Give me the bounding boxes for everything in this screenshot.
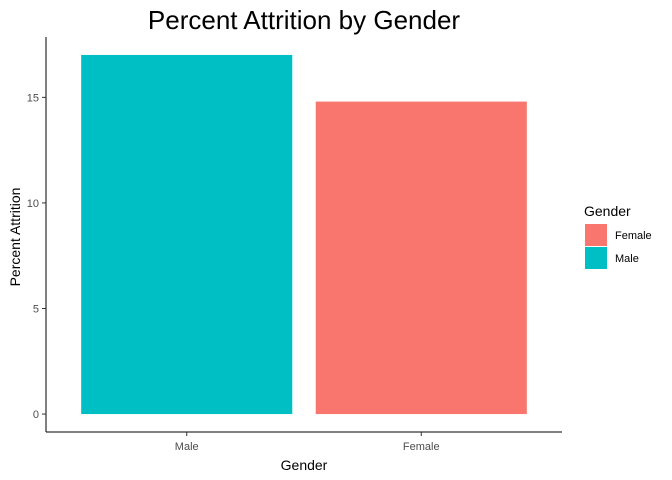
legend: Gender Female Male — [584, 203, 652, 269]
plot-area: 0 5 10 15 Male Female — [27, 37, 562, 453]
legend-label-male: Male — [615, 253, 639, 265]
legend-title: Gender — [584, 203, 631, 219]
x-tick-label: Male — [175, 441, 199, 453]
legend-key-female — [585, 224, 607, 246]
y-tick-label: 15 — [27, 92, 39, 104]
chart-title: Percent Attrition by Gender — [148, 5, 461, 35]
legend-label-female: Female — [615, 230, 652, 242]
y-tick-label: 10 — [27, 198, 39, 210]
y-axis-title: Percent Attrition — [7, 188, 23, 287]
legend-key-male — [585, 247, 607, 269]
x-tick-label: Female — [403, 441, 440, 453]
x-axis-title: Gender — [281, 457, 328, 473]
y-tick-label: 5 — [33, 303, 39, 315]
bar-male — [81, 54, 293, 415]
y-tick-label: 0 — [33, 409, 39, 421]
bar-female — [315, 101, 527, 415]
